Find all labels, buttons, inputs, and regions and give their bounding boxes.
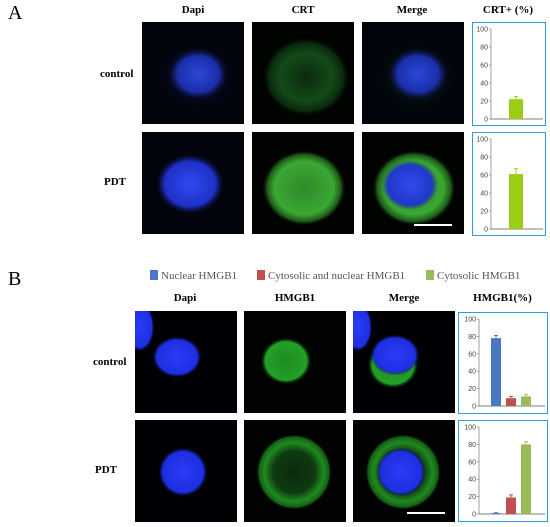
y-tick-label: 80 xyxy=(468,334,476,341)
panel-a-letter: A xyxy=(8,2,23,24)
y-tick-label: 60 xyxy=(480,173,488,180)
bar xyxy=(491,513,501,514)
scale-bar xyxy=(407,512,445,514)
y-tick-label: 40 xyxy=(468,369,476,376)
y-tick-label: 40 xyxy=(468,477,476,484)
micrograph-a-control-merge xyxy=(362,22,464,124)
micrograph-a-control-crt xyxy=(252,22,354,124)
y-tick-label: 100 xyxy=(476,137,488,144)
panel-b-row-pdt: PDT xyxy=(95,464,117,476)
panel-b-letter: B xyxy=(8,268,22,290)
micrograph-b-pdt-merge xyxy=(353,420,455,522)
panel-b-col-hmgb1-percent: HMGB1(%) xyxy=(473,292,532,304)
y-tick-label: 0 xyxy=(472,512,476,519)
legend-swatch-cytosolic xyxy=(426,270,434,280)
y-tick-label: 100 xyxy=(464,425,476,432)
legend-label-cytosolic: Cytosolic HMGB1 xyxy=(437,270,521,282)
bar xyxy=(509,99,523,119)
panel-a-row-control: control xyxy=(100,68,134,80)
micrograph-a-pdt-merge xyxy=(362,132,464,234)
panel-b-col-merge: Merge xyxy=(388,292,420,304)
chart-a-control: 0 20 40 60 80 100 xyxy=(472,22,546,126)
y-tick-label: 0 xyxy=(484,227,488,234)
chart-b-pdt: 0 20 40 60 80 100 xyxy=(458,420,548,522)
panel-a-col-dapi: Dapi xyxy=(181,4,205,16)
y-tick-label: 60 xyxy=(468,459,476,466)
y-tick-label: 20 xyxy=(468,386,476,393)
y-tick-label: 80 xyxy=(468,442,476,449)
chart-a-pdt: 0 20 40 60 80 100 xyxy=(472,132,546,236)
legend-cytosolic: Cytosolic HMGB1 xyxy=(426,270,520,282)
panel-a-col-crt-percent: CRT+ (%) xyxy=(482,4,534,16)
legend-cyto-nuclear: Cytosolic and nuclear HMGB1 xyxy=(257,270,405,282)
micrograph-b-pdt-dapi xyxy=(135,420,237,522)
legend-label-cyto-nuclear: Cytosolic and nuclear HMGB1 xyxy=(268,270,406,282)
y-tick-label: 20 xyxy=(480,99,488,106)
y-tick-label: 100 xyxy=(464,317,476,324)
legend-label-nuclear: Nuclear HMGB1 xyxy=(161,270,238,282)
bar xyxy=(521,444,531,514)
micrograph-b-control-hmgb1 xyxy=(244,311,346,413)
y-tick-label: 60 xyxy=(480,63,488,70)
panel-b-col-dapi: Dapi xyxy=(173,292,197,304)
panel-a-row-pdt: PDT xyxy=(104,176,126,188)
y-tick-label: 20 xyxy=(468,494,476,501)
bar xyxy=(491,338,501,406)
y-tick-label: 0 xyxy=(472,404,476,411)
panel-b-col-hmgb1: HMGB1 xyxy=(274,292,316,304)
chart-b-control: 0 20 40 60 80 100 xyxy=(458,312,548,414)
y-tick-label: 0 xyxy=(484,117,488,124)
legend-swatch-cyto-nuclear xyxy=(257,270,265,280)
panel-b-row-control: control xyxy=(93,356,127,368)
y-tick-label: 100 xyxy=(476,27,488,34)
bar xyxy=(509,174,523,229)
legend-nuclear: Nuclear HMGB1 xyxy=(150,270,237,282)
y-tick-label: 80 xyxy=(480,45,488,52)
micrograph-a-pdt-crt xyxy=(252,132,354,234)
y-tick-label: 80 xyxy=(480,155,488,162)
y-tick-label: 20 xyxy=(480,209,488,216)
y-tick-label: 40 xyxy=(480,191,488,198)
y-tick-label: 40 xyxy=(480,81,488,88)
y-tick-label: 60 xyxy=(468,351,476,358)
bar xyxy=(506,398,516,406)
bar xyxy=(506,497,516,514)
micrograph-b-control-dapi xyxy=(135,311,237,413)
legend-swatch-nuclear xyxy=(150,270,158,280)
micrograph-b-control-merge xyxy=(353,311,455,413)
panel-a-col-crt: CRT xyxy=(291,4,315,16)
scale-bar xyxy=(414,224,452,226)
bar xyxy=(521,396,531,406)
micrograph-a-pdt-dapi xyxy=(142,132,244,234)
micrograph-b-pdt-hmgb1 xyxy=(244,420,346,522)
panel-a-col-merge: Merge xyxy=(396,4,428,16)
micrograph-a-control-dapi xyxy=(142,22,244,124)
